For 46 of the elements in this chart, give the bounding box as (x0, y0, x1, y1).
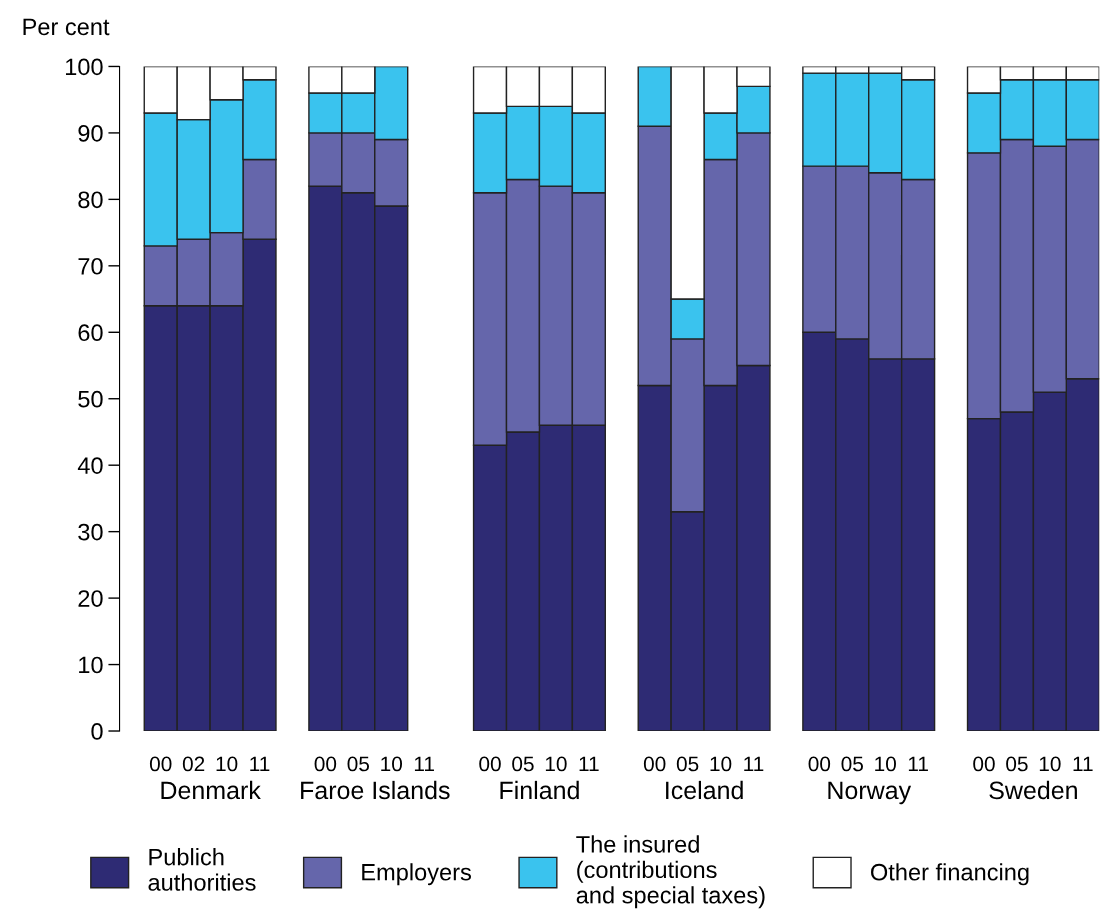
text: Finland (500, 780, 579, 800)
x-tick-label: 11 (579, 756, 599, 772)
legend-label: Other financing (871, 863, 1029, 886)
x-tick-label: 10 (216, 756, 238, 772)
x-tick-label: 10 (875, 756, 896, 772)
x-tick-label: 11 (250, 756, 270, 772)
text: Faroe Islands (301, 780, 450, 800)
x-tick-label: 11 (1073, 756, 1093, 772)
x-tick-label: 00 (149, 756, 172, 772)
x-tick-label: 10 (381, 756, 403, 772)
x-tick-label: 00 (314, 756, 337, 772)
y-tick-label: 80 (78, 191, 103, 209)
text: Norway (828, 781, 912, 805)
x-tick-label: 11 (744, 756, 764, 772)
y-tick-label: 50 (78, 390, 103, 408)
x-tick-label: 11 (908, 756, 928, 772)
x-tick-label: 05 (347, 756, 370, 772)
x-tick-label: 05 (1006, 756, 1028, 772)
x-tick-label: 00 (479, 756, 501, 772)
x-tick-label: 00 (808, 756, 831, 772)
y-tick-label: 60 (78, 324, 103, 342)
legend-label: Employers (362, 863, 471, 886)
y-tick-label: 40 (77, 457, 103, 474)
x-tick-label: 10 (710, 756, 732, 772)
x-tick-label: 10 (545, 756, 567, 772)
x-tick-label: 02 (182, 756, 205, 772)
x-tick-label: 05 (512, 756, 534, 772)
y-tick-label: 20 (78, 590, 103, 607)
text: Sweden (989, 780, 1077, 800)
y-axis-title: Per cent (23, 18, 110, 36)
y-tick-label: 30 (78, 523, 103, 541)
x-tick-label: 00 (643, 756, 666, 772)
y-tick-label: 100 (65, 58, 103, 76)
y-tick-label: 10 (79, 656, 103, 674)
x-tick-label: 05 (841, 756, 863, 772)
legend-label: Publich authorities (148, 848, 256, 891)
y-tick-label: 70 (78, 257, 103, 275)
x-tick-label: 00 (973, 756, 995, 772)
y-tick-label: 90 (78, 124, 103, 142)
x-tick-label: 10 (1039, 756, 1061, 772)
x-tick-label: 11 (414, 756, 434, 772)
legend-label: The insured (contributions and special taxes) (576, 835, 765, 909)
y-tick-label: 0 (91, 723, 103, 740)
text: Iceland (666, 780, 743, 800)
x-tick-label: 05 (676, 756, 699, 772)
text: Denmark (161, 780, 261, 800)
